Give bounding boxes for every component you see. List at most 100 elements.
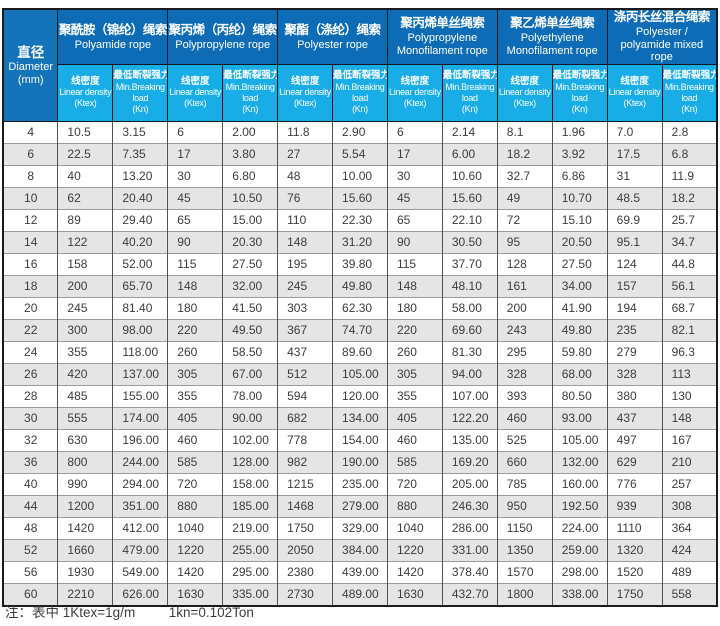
breaking-load-header-line: Min.Breaking (115, 81, 165, 92)
linear-density-header-line: 线密度 (620, 75, 649, 87)
linear-density-value: 1630 (386, 582, 443, 606)
breaking-load-header: 最低断裂强力 Min.Breaking load (Kn) (222, 63, 279, 122)
group-header-4: 聚丙烯单丝绳索 Polypropylene Monofilament rope (386, 8, 498, 65)
table-body: 4 10.5 3.15 6 2.00 11.8 2.90 6 2.14 8.1 1.96 7.0 2.8… (2, 120, 718, 606)
breaking-load-value: 98.00 (112, 318, 169, 341)
group-header-zh: 聚丙烯单丝绳索 (400, 16, 485, 31)
breaking-load-value: 335.00 (222, 582, 279, 606)
linear-density-value: 367 (277, 318, 334, 341)
group-header-zh: 涤丙长丝混合绳索 (613, 10, 711, 24)
breaking-load-header-line: (Kn) (681, 103, 698, 114)
group-header-en: Polypropylene rope (175, 38, 271, 51)
linear-density-header-line: Linear density (59, 87, 112, 98)
linear-density-value: 355 (57, 340, 114, 363)
breaking-load-value: 20.40 (112, 186, 169, 209)
group-header-zh: 聚酰胺（锦纶）绳索 (58, 22, 168, 37)
linear-density-value: 1150 (496, 516, 553, 539)
diameter-value: 52 (2, 538, 59, 561)
breaking-load-value: 30.50 (441, 230, 498, 253)
breaking-load-header-line: load (681, 92, 698, 103)
table-row: 20 245 81.40 180 41.50 303 62.30 180 58.00 200 41.… (2, 296, 718, 319)
breaking-load-value: 105.00 (551, 428, 608, 451)
group-header-6: 涤丙长丝混合绳索 Polyester / polyamide mixed rope (606, 8, 718, 65)
breaking-load-value: 20.30 (222, 230, 279, 253)
group-header-5: 聚乙烯单丝绳索 Polyethylene Monofilament rope (496, 8, 608, 65)
breaking-load-value: 132.00 (551, 450, 608, 473)
linear-density-value: 2380 (277, 560, 334, 583)
linear-density-value: 279 (606, 340, 663, 363)
breaking-load-value: 2.90 (332, 120, 388, 143)
linear-density-value: 1630 (167, 582, 224, 606)
breaking-load-value: 69.60 (441, 318, 498, 341)
breaking-load-value: 558 (661, 582, 718, 606)
breaking-load-value: 331.00 (441, 538, 498, 561)
linear-density-value: 1220 (386, 538, 443, 561)
breaking-load-value: 1.96 (551, 120, 608, 143)
linear-density-value: 8.1 (496, 120, 553, 143)
linear-density-value: 630 (57, 428, 114, 451)
diameter-value: 28 (2, 384, 59, 407)
breaking-load-value: 41.50 (222, 296, 279, 319)
breaking-load-value: 107.00 (441, 384, 498, 407)
linear-density-value: 158 (57, 252, 114, 275)
breaking-load-value: 259.00 (551, 538, 608, 561)
breaking-load-header: 最低断裂强力 Min.Breaking load (Kn) (112, 63, 169, 122)
breaking-load-value: 205.00 (441, 472, 498, 495)
breaking-load-value: 29.40 (112, 208, 169, 231)
breaking-load-value: 32.00 (222, 274, 279, 297)
breaking-load-value: 120.00 (332, 384, 388, 407)
table-row: 60 2210 626.00 1630 335.00 2730 489.00 1630 432.… (2, 582, 718, 606)
linear-density-header-line: (Ktex) (403, 98, 427, 109)
group-header-2: 聚丙烯（丙纶）绳索 Polypropylene rope (167, 8, 279, 65)
breaking-load-value: 3.80 (222, 142, 279, 165)
breaking-load-value: 295.00 (222, 560, 279, 583)
linear-density-value: 89 (57, 208, 114, 231)
diameter-value: 20 (2, 296, 59, 319)
linear-density-value: 328 (606, 362, 663, 385)
breaking-load-header: 最低断裂强力 Min.Breaking load (Kn) (661, 63, 718, 122)
diameter-header: 直径 Diameter (mm) (2, 8, 59, 122)
breaking-load-value: 185.00 (222, 494, 279, 517)
group-header-en: Polyester rope (297, 38, 368, 51)
breaking-load-header: 最低断裂强力 Min.Breaking load (Kn) (441, 63, 498, 122)
table-row: 28 485 155.00 355 78.00 594 120.00 355 107.00 393… (2, 384, 718, 407)
breaking-load-value: 10.60 (441, 164, 498, 187)
linear-density-value: 95 (496, 230, 553, 253)
linear-density-value: 95.1 (606, 230, 663, 253)
breaking-load-value: 27.50 (551, 252, 608, 275)
breaking-load-value: 102.00 (222, 428, 279, 451)
breaking-load-value: 412.00 (112, 516, 169, 539)
breaking-load-value: 255.00 (222, 538, 279, 561)
breaking-load-header-line: 最低断裂强力 (552, 70, 608, 82)
breaking-load-value: 246.30 (441, 494, 498, 517)
linear-density-value: 62 (57, 186, 114, 209)
linear-density-value: 300 (57, 318, 114, 341)
linear-density-header-line: (Ktex) (184, 98, 207, 109)
breaking-load-header-line: Min.Breaking (445, 81, 495, 92)
linear-density-value: 305 (167, 362, 224, 385)
linear-density-value: 195 (277, 252, 334, 275)
breaking-load-value: 34.7 (661, 230, 718, 253)
linear-density-value: 629 (606, 450, 663, 473)
diameter-header-en: Diameter (8, 60, 54, 73)
linear-density-value: 594 (277, 384, 334, 407)
linear-density-value: 405 (167, 406, 224, 429)
group-header-en: Polyamide rope (74, 38, 152, 51)
breaking-load-value: 6.00 (441, 142, 498, 165)
diameter-value: 4 (2, 120, 59, 143)
breaking-load-value: 13.20 (112, 164, 169, 187)
breaking-load-value: 351.00 (112, 494, 169, 517)
linear-density-header-line: 线密度 (180, 75, 210, 87)
linear-density-value: 990 (57, 472, 114, 495)
table-row: 36 800 244.00 585 128.00 982 190.00 585 169.20 66… (2, 450, 718, 473)
table-row: 52 1660 479.00 1220 255.00 2050 384.00 1220 331.… (2, 538, 718, 561)
linear-density-value: 1200 (57, 494, 114, 517)
breaking-load-value: 81.40 (112, 296, 169, 319)
breaking-load-header-line: load (242, 92, 259, 103)
linear-density-value: 45 (386, 186, 443, 209)
linear-density-value: 1660 (57, 538, 114, 561)
breaking-load-header-line: 最低断裂强力 (333, 70, 388, 82)
breaking-load-value: 549.00 (112, 560, 169, 583)
linear-density-value: 437 (606, 406, 663, 429)
